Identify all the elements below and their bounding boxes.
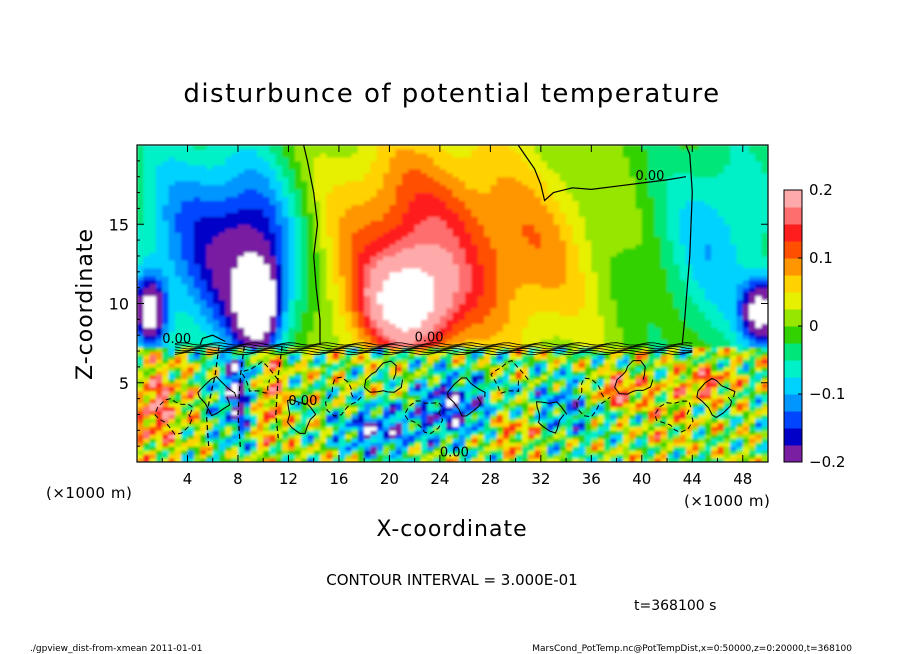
contour-lines — [154, 145, 736, 450]
y-tick-label: 10 — [109, 295, 129, 314]
colorbar-tick-label: 0 — [809, 317, 819, 335]
colorbar-segment — [784, 241, 802, 259]
colorbar-segment — [784, 326, 802, 344]
colorbar-segment — [784, 411, 802, 429]
y-axis-label: Z-coordinate — [73, 228, 98, 380]
contour-label: 0.00 — [440, 446, 469, 461]
x-tick-label: 40 — [632, 470, 651, 488]
y-axis: 5 10 15 — [109, 160, 768, 447]
contour-label: 0.00 — [162, 332, 191, 347]
contour-label: 0.00 — [288, 394, 317, 409]
colorbar-segment — [784, 207, 802, 225]
x-tick-label: 4 — [183, 470, 193, 488]
chart-title: disturbunce of potential temperature — [183, 79, 720, 109]
colorbar-segment — [784, 190, 802, 208]
x-tick-label: 12 — [279, 470, 298, 488]
y-tick-label: 5 — [119, 374, 129, 393]
x-tick-label: 44 — [683, 470, 702, 488]
footer-left: ./gpview_dist-from-xmean 2011-01-01 — [30, 644, 202, 654]
x-tick-label: 32 — [531, 470, 550, 488]
colorbar-segment — [784, 343, 802, 361]
x-axis-unit-left: (×1000 m) — [46, 484, 132, 502]
colorbar-segment — [784, 292, 802, 310]
colorbar-segment — [784, 394, 802, 412]
x-tick-label: 48 — [733, 470, 752, 488]
x-tick-label: 16 — [329, 470, 348, 488]
colorbar-segment — [784, 309, 802, 327]
colorbar-segment — [784, 360, 802, 378]
time-text: t=368100 s — [634, 598, 716, 614]
contour-labels: 0.00 0.00 0.00 0.00 0.00 — [162, 169, 664, 461]
contour-label: 0.00 — [415, 331, 444, 346]
footer-right: MarsCond_PotTemp.nc@PotTempDist,x=0:5000… — [532, 644, 852, 654]
colorbar-tick-label: 0.2 — [809, 181, 833, 199]
x-axis-label: X-coordinate — [376, 517, 527, 542]
colorbar-tick-label: 0.1 — [809, 249, 833, 267]
y-tick-label: 15 — [109, 215, 129, 234]
colorbar-segment — [784, 275, 802, 293]
x-tick-label: 36 — [582, 470, 601, 488]
colorbar-segment — [784, 428, 802, 446]
contour-interval-text: CONTOUR INTERVAL = 3.000E-01 — [326, 571, 577, 589]
contour-label: 0.00 — [636, 169, 665, 184]
colorbar-segment — [784, 445, 802, 463]
x-tick-label: 20 — [380, 470, 399, 488]
x-axis-unit-right: (×1000 m) — [684, 492, 770, 510]
colorbar-segment — [784, 258, 802, 276]
colorbar-tick-label: −0.1 — [809, 385, 845, 403]
x-tick-label: 24 — [430, 470, 449, 488]
colorbar-segment — [784, 377, 802, 395]
heatmap-field — [137, 145, 768, 462]
x-tick-label: 28 — [481, 470, 500, 488]
x-axis: 4 8 12 16 20 24 28 32 36 40 44 48 — [161, 145, 752, 488]
colorbar-segment — [784, 224, 802, 242]
colorbar-tick-label: −0.2 — [809, 453, 845, 471]
x-tick-label: 8 — [233, 470, 243, 488]
colorbar: 0.2 0.1 0 −0.1 −0.2 — [783, 181, 845, 471]
